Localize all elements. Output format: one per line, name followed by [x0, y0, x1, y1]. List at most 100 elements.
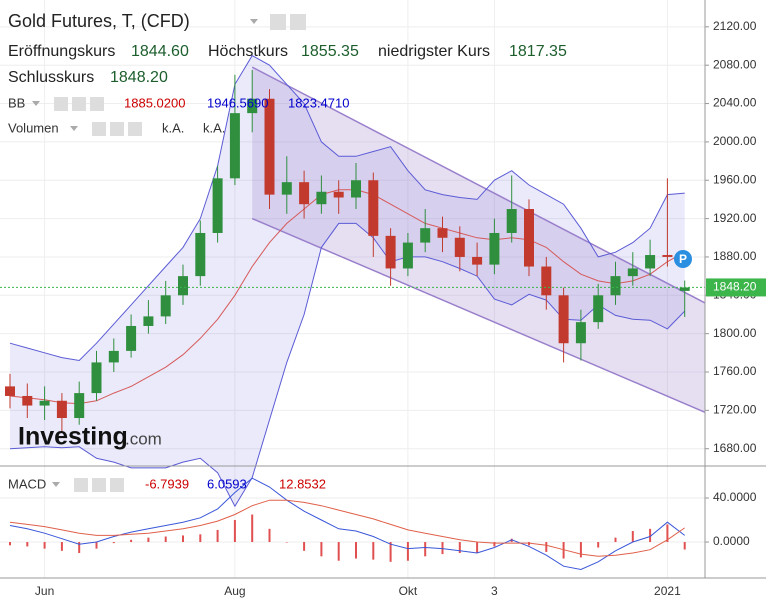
- bb-band: [10, 55, 685, 507]
- volume-value: k.A.: [162, 120, 184, 135]
- bb-middle: [9, 189, 685, 405]
- macd-histogram-bar: [216, 529, 219, 543]
- candle-body: [524, 209, 534, 267]
- y-tick-label: 1920.00: [713, 211, 757, 225]
- candle-body: [74, 393, 85, 419]
- dropdown[interactable]: [52, 482, 60, 487]
- indicator-name: BB: [8, 95, 25, 110]
- macd-histogram-bar: [424, 542, 427, 557]
- candle-body: [368, 180, 379, 236]
- macd-histogram-bar: [78, 542, 81, 554]
- macd-histogram-bar: [631, 531, 634, 543]
- y-tick-label: 40.0000: [713, 490, 757, 504]
- candle-body: [91, 362, 102, 394]
- indicator-name: Volumen: [8, 120, 59, 135]
- marker-text: P: [679, 252, 687, 266]
- macd-histogram-bar: [579, 542, 582, 558]
- indicator-name: MACD: [8, 476, 46, 491]
- macd-histogram-bar: [43, 542, 46, 549]
- settings-icon[interactable]: [92, 478, 106, 492]
- candle-body: [420, 228, 431, 243]
- close-icon[interactable]: [110, 478, 124, 492]
- candle-body: [351, 180, 361, 198]
- candle-body: [593, 295, 604, 323]
- candle-body: [299, 182, 310, 205]
- dropdown[interactable]: [32, 101, 40, 106]
- settings-icon[interactable]: [290, 14, 306, 30]
- candle-body: [56, 400, 67, 419]
- x-tick-label: Okt: [399, 584, 418, 598]
- candle-body: [126, 325, 137, 351]
- channel-line: [251, 66, 706, 304]
- eye-icon[interactable]: [270, 14, 286, 30]
- macd-value: 12.8532: [279, 476, 326, 491]
- macd-histogram-bar: [597, 542, 600, 548]
- macd-histogram-bar: [251, 514, 254, 543]
- macd-histogram-bar: [683, 542, 686, 550]
- candle-body: [5, 386, 15, 396]
- candle-body: [333, 191, 344, 198]
- dropdown[interactable]: [70, 126, 78, 131]
- macd-histogram-bar: [320, 542, 323, 557]
- candle-body: [39, 400, 50, 406]
- bb-value: 1885.0200: [124, 95, 185, 110]
- channel-line: [251, 217, 706, 413]
- candle-body: [489, 232, 500, 265]
- macd-histogram-bar: [26, 542, 29, 547]
- candle-body: [575, 322, 586, 344]
- watermark: Investing: [18, 423, 128, 451]
- volume-value: k.A.: [203, 120, 225, 135]
- candle-body: [662, 255, 673, 257]
- candle-body: [679, 287, 690, 291]
- settings-icon[interactable]: [110, 122, 124, 136]
- eye-icon[interactable]: [54, 97, 68, 111]
- macd-histogram-bar: [372, 542, 375, 560]
- candle-body: [264, 98, 275, 195]
- header-label: Höchstkurs: [208, 43, 288, 60]
- close-icon[interactable]: [90, 97, 104, 111]
- dropdown[interactable]: [250, 19, 258, 24]
- candle-body: [178, 276, 188, 296]
- macd-histogram-bar: [476, 542, 479, 554]
- candle-body: [229, 113, 240, 179]
- candle-body: [385, 235, 396, 269]
- bb-upper: [9, 54, 685, 362]
- y-tick-label: 1720.00: [713, 403, 757, 417]
- macd-histogram-bar: [112, 542, 115, 544]
- candle-body: [143, 316, 154, 326]
- y-tick-label: 2040.00: [713, 96, 757, 110]
- macd-histogram-bar: [528, 542, 530, 546]
- candle-body: [472, 256, 483, 265]
- macd-histogram-bar: [649, 528, 652, 543]
- header-value: 1848.20: [110, 69, 168, 86]
- candle-body: [22, 395, 33, 406]
- macd-histogram-bar: [355, 542, 357, 559]
- eye-icon[interactable]: [74, 478, 88, 492]
- y-tick-label: 1680.00: [713, 441, 757, 455]
- macd-value: -6.7939: [145, 476, 189, 491]
- overlay: Gold Futures, T, (CFD) Eröffnungskurs 18…: [8, 11, 692, 492]
- macd-histogram-bar: [285, 542, 288, 543]
- macd-histogram-bar: [9, 542, 11, 546]
- macd-histogram-bar: [268, 528, 271, 543]
- y-tick-label: 2000.00: [713, 134, 757, 148]
- eye-icon[interactable]: [92, 122, 106, 136]
- close-icon[interactable]: [128, 122, 142, 136]
- macd-histogram-bar: [389, 542, 392, 562]
- plot: [0, 54, 706, 571]
- grid: [0, 0, 705, 578]
- candle-body: [541, 266, 552, 296]
- marker-badge[interactable]: [674, 250, 692, 268]
- macd-histogram-bar: [60, 542, 63, 551]
- candle-body: [558, 295, 569, 344]
- x-tick-label: 3: [491, 584, 498, 598]
- settings-icon[interactable]: [72, 97, 86, 111]
- y-tick-label: 1800.00: [713, 326, 757, 340]
- candle-body: [195, 232, 206, 277]
- candle-body: [281, 182, 292, 195]
- macd-histogram-bar: [199, 534, 202, 543]
- watermark: .com: [125, 429, 162, 448]
- macd-histogram-bar: [545, 542, 548, 552]
